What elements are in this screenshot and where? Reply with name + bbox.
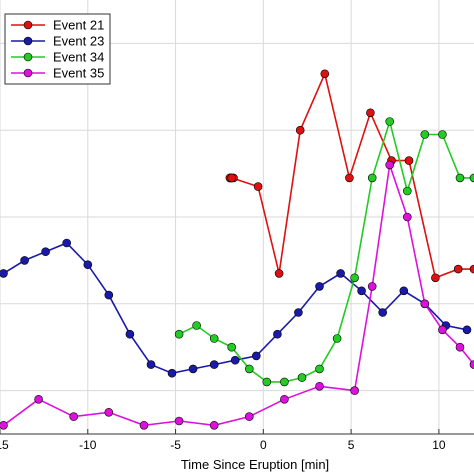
- legend-entry: Event 23: [53, 34, 104, 49]
- data-point-event-21: [227, 173, 236, 183]
- data-point-event-21: [453, 264, 463, 274]
- data-point-event-21: [404, 156, 414, 165]
- data-point-event-23: [399, 286, 409, 296]
- data-point-event-35: [455, 342, 465, 352]
- data-point-event-21: [431, 273, 440, 283]
- data-point-event-35: [69, 412, 78, 421]
- data-point-event-34: [245, 364, 254, 374]
- data-point-event-23: [83, 260, 93, 270]
- legend-swatch-marker: [23, 68, 33, 78]
- data-point-event-23: [146, 360, 156, 369]
- data-point-event-35: [402, 212, 412, 222]
- x-ticks: -15 -10 -5 0 5 10: [0, 429, 446, 452]
- data-point-event-34: [192, 321, 201, 330]
- data-point-event-34: [332, 334, 342, 343]
- x-tick-label: -15: [0, 438, 9, 452]
- data-point-event-23: [20, 256, 29, 265]
- series-line-event-35: [3, 164, 474, 427]
- x-tick-label: 0: [260, 438, 267, 452]
- legend-swatch-marker: [23, 36, 33, 46]
- data-point-event-34: [402, 186, 412, 196]
- legend-swatch-marker: [23, 52, 33, 62]
- data-point-event-34: [350, 273, 359, 283]
- data-point-event-23: [104, 290, 114, 300]
- data-point-event-35: [315, 381, 324, 391]
- data-point-event-21: [345, 173, 354, 183]
- data-point-event-23: [462, 325, 472, 335]
- data-point-event-23: [230, 355, 240, 365]
- data-point-event-35: [34, 394, 43, 404]
- data-point-event-34: [455, 173, 465, 183]
- data-point-event-35: [469, 360, 474, 369]
- x-tick-label: -10: [79, 438, 97, 452]
- legend-entry: Event 21: [53, 18, 104, 33]
- data-point-event-34: [420, 130, 430, 139]
- data-point-event-23: [273, 329, 282, 339]
- grid: [0, 0, 474, 434]
- data-point-event-34: [280, 377, 289, 387]
- data-point-event-21: [320, 69, 330, 79]
- data-point-event-35: [280, 394, 289, 404]
- x-tick-label: 5: [348, 438, 355, 452]
- data-point-event-34: [385, 117, 395, 126]
- data-point-event-35: [104, 407, 114, 417]
- data-point-event-34: [367, 173, 377, 183]
- data-point-event-35: [350, 386, 359, 395]
- data-point-event-35: [0, 421, 8, 430]
- data-point-event-35: [438, 325, 447, 335]
- data-point-event-23: [62, 238, 71, 248]
- x-tick-label: -5: [170, 438, 181, 452]
- legend-entry: Event 34: [53, 50, 104, 65]
- data-point-event-35: [209, 420, 219, 430]
- legend-entry: Event 35: [53, 66, 104, 81]
- data-point-event-23: [357, 286, 366, 296]
- data-point-event-34: [315, 364, 324, 374]
- data-point-event-21: [253, 182, 263, 191]
- data-point-event-34: [438, 130, 447, 139]
- x-axis-label: Time Since Eruption [min]: [181, 457, 329, 472]
- data-point-event-23: [294, 308, 303, 317]
- data-point-event-35: [245, 412, 254, 421]
- data-point-event-23: [315, 282, 324, 291]
- data-point-event-23: [378, 308, 388, 317]
- data-point-event-34: [227, 342, 236, 352]
- data-point-event-21: [274, 269, 284, 278]
- data-point-event-34: [297, 373, 307, 382]
- data-point-event-34: [469, 173, 474, 183]
- data-point-event-21: [295, 125, 305, 135]
- data-point-event-23: [41, 247, 50, 256]
- data-point-event-21: [366, 108, 375, 118]
- data-point-event-23: [125, 329, 135, 339]
- legend-swatch-marker: [23, 20, 33, 30]
- data-point-event-35: [367, 282, 377, 291]
- x-tick-label: 10: [432, 438, 446, 452]
- series-markers: [0, 69, 474, 430]
- data-point-event-23: [336, 269, 345, 278]
- data-point-event-23: [167, 368, 177, 378]
- data-point-event-35: [139, 420, 149, 430]
- data-point-event-23: [188, 364, 198, 374]
- data-point-event-21: [469, 264, 474, 274]
- data-point-event-23: [0, 269, 8, 278]
- data-point-event-35: [385, 160, 395, 170]
- data-point-event-23: [251, 351, 261, 361]
- data-point-event-23: [209, 360, 219, 369]
- data-point-event-34: [262, 377, 272, 387]
- data-point-event-34: [174, 329, 184, 339]
- data-point-event-35: [174, 416, 184, 426]
- data-point-event-34: [209, 334, 219, 343]
- data-point-event-35: [420, 299, 430, 309]
